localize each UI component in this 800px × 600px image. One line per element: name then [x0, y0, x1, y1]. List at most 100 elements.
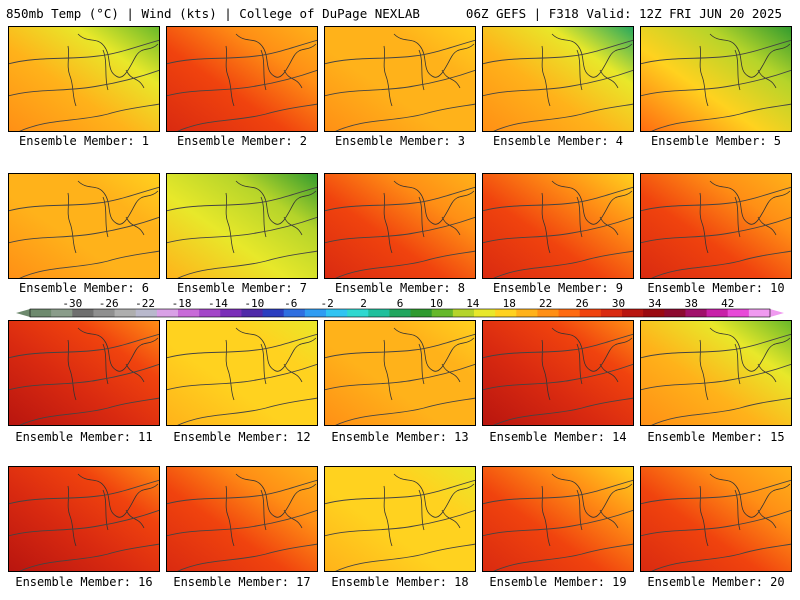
- ensemble-member-map: [482, 173, 634, 279]
- ensemble-member-map: [324, 466, 476, 572]
- colorbar-tick-label: -26: [99, 299, 119, 310]
- colorbar-swatch: [431, 309, 454, 317]
- colorbar-tick-label: 2: [360, 299, 367, 310]
- map-title: 850mb Temp (°C) | Wind (kts) | College o…: [6, 6, 420, 21]
- ensemble-member-map: [166, 320, 318, 426]
- colorbar-tick-label: -14: [208, 299, 228, 310]
- colorbar-swatch: [537, 309, 560, 317]
- member-label: Ensemble Member: 9: [492, 281, 624, 295]
- member-label: Ensemble Member: 14: [489, 430, 627, 444]
- ensemble-member-map: [482, 320, 634, 426]
- ensemble-member-map: [166, 26, 318, 132]
- colorbar-swatch: [326, 309, 348, 317]
- colorbar-swatch: [452, 309, 475, 317]
- ensemble-member-map: [8, 26, 160, 132]
- member-label: Ensemble Member: 5: [650, 134, 782, 148]
- colorbar-tick-label: -2: [321, 299, 334, 310]
- colorbar-swatch: [727, 309, 750, 317]
- colorbar-swatch: [347, 309, 369, 317]
- colorbar-tick-label: 30: [612, 299, 625, 310]
- colorbar-swatch: [643, 309, 665, 317]
- member-label: Ensemble Member: 3: [334, 134, 466, 148]
- colorbar-tick-label: 42: [721, 299, 734, 310]
- colorbar-swatch: [51, 309, 73, 317]
- colorbar-swatch: [241, 309, 264, 317]
- member-label: Ensemble Member: 20: [647, 575, 785, 589]
- member-label: Ensemble Member: 2: [176, 134, 308, 148]
- colorbar-swatch: [262, 309, 285, 317]
- member-label: Ensemble Member: 11: [15, 430, 153, 444]
- colorbar-swatch: [516, 309, 538, 317]
- colorbar-max-arrow: [770, 309, 784, 317]
- colorbar-swatch: [748, 309, 771, 317]
- colorbar-tick-label: -6: [284, 299, 297, 310]
- colorbar-swatch: [93, 309, 116, 317]
- colorbar-tick-label: 6: [397, 299, 404, 310]
- colorbar-swatch: [558, 309, 581, 317]
- colorbar-swatch: [156, 309, 179, 317]
- colorbar-swatch: [30, 309, 52, 317]
- member-label: Ensemble Member: 17: [173, 575, 311, 589]
- colorbar-outline: [29, 308, 771, 318]
- member-label: Ensemble Member: 19: [489, 575, 627, 589]
- colorbar-swatch: [664, 309, 686, 317]
- member-label: Ensemble Member: 10: [647, 281, 785, 295]
- colorbar-swatch: [474, 309, 496, 317]
- colorbar-tick-label: -30: [62, 299, 82, 310]
- colorbar-tick-label: -18: [172, 299, 192, 310]
- colorbar-swatch: [622, 309, 644, 317]
- colorbar-tick-label: -22: [135, 299, 155, 310]
- member-label: Ensemble Member: 15: [647, 430, 785, 444]
- colorbar-swatch: [706, 309, 729, 317]
- ensemble-member-map: [640, 320, 792, 426]
- colorbar-swatch: [178, 309, 200, 317]
- colorbar-swatch: [495, 309, 517, 317]
- member-label: Ensemble Member: 8: [334, 281, 466, 295]
- colorbar-tick-label: 18: [503, 299, 516, 310]
- ensemble-member-map: [324, 320, 476, 426]
- colorbar-swatch: [199, 309, 221, 317]
- ensemble-member-map: [8, 320, 160, 426]
- colorbar-tick-label: 22: [539, 299, 552, 310]
- ensemble-member-map: [482, 26, 634, 132]
- ensemble-member-map: [166, 466, 318, 572]
- ensemble-member-map: [8, 173, 160, 279]
- colorbar-swatch: [389, 309, 412, 317]
- member-label: Ensemble Member: 6: [18, 281, 150, 295]
- ensemble-member-map: [640, 466, 792, 572]
- colorbar-swatch: [410, 309, 433, 317]
- ensemble-member-map: [324, 173, 476, 279]
- colorbar-swatch: [135, 309, 158, 317]
- colorbar-tick-label: 38: [685, 299, 698, 310]
- member-label: Ensemble Member: 13: [331, 430, 469, 444]
- colorbar-swatch: [368, 309, 390, 317]
- member-label: Ensemble Member: 4: [492, 134, 624, 148]
- ensemble-member-map: [8, 466, 160, 572]
- colorbar-swatch: [114, 309, 137, 317]
- ensemble-member-map: [640, 26, 792, 132]
- colorbar-swatch: [283, 309, 306, 317]
- colorbar-swatch: [304, 309, 327, 317]
- ensemble-member-map: [166, 173, 318, 279]
- colorbar-swatch: [685, 309, 708, 317]
- member-label: Ensemble Member: 16: [15, 575, 153, 589]
- member-label: Ensemble Member: 7: [176, 281, 308, 295]
- colorbar-tick-label: 26: [575, 299, 588, 310]
- temperature-colorbar: -30 -26 -22 -18 -14 -10 -6 -2 2 6 10 14 18 22 26 30 34 38…: [16, 299, 784, 318]
- colorbar-swatch: [220, 309, 242, 317]
- member-label: Ensemble Member: 1: [18, 134, 150, 148]
- colorbar-min-arrow: [16, 309, 30, 317]
- colorbar-tick-label: 10: [430, 299, 443, 310]
- colorbar-tick-label: 34: [648, 299, 662, 310]
- ensemble-member-map: [482, 466, 634, 572]
- colorbar-swatch: [579, 309, 602, 317]
- colorbar-tick-label: -10: [244, 299, 264, 310]
- member-label: Ensemble Member: 18: [331, 575, 469, 589]
- member-label: Ensemble Member: 12: [173, 430, 311, 444]
- ensemble-member-map: [324, 26, 476, 132]
- ensemble-member-map: [640, 173, 792, 279]
- valid-time: 06Z GEFS | F318 Valid: 12Z FRI JUN 20 20…: [465, 6, 782, 21]
- colorbar-swatch: [72, 309, 94, 317]
- colorbar-swatch: [600, 309, 623, 317]
- colorbar-tick-label: 14: [466, 299, 480, 310]
